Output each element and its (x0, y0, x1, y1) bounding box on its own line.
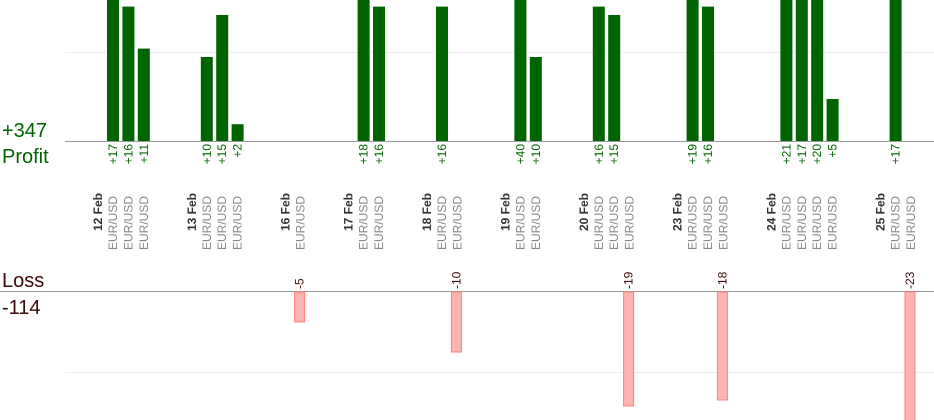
pair-label: EUR/USD (623, 196, 637, 250)
profit-bar (137, 48, 150, 141)
pair-label: EUR/USD (686, 196, 700, 250)
loss-bar (716, 291, 728, 401)
date-tick-label: 23 Feb (671, 193, 685, 231)
loss-value-label: -19 (622, 271, 636, 289)
profit-value-label: +18 (357, 144, 371, 165)
profit-total: +347 (2, 120, 47, 142)
pair-label: EUR/USD (810, 196, 824, 250)
loss-bar (450, 291, 462, 353)
pair-label: EUR/USD (372, 196, 386, 250)
loss-value-label: -5 (293, 278, 307, 289)
pair-label: EUR/USD (435, 196, 449, 250)
profit-bar (889, 0, 902, 141)
profit-value-label: +10 (200, 144, 214, 165)
date-tick-label: 17 Feb (342, 193, 356, 231)
profit-bar (200, 57, 213, 141)
profit-value-label: +16 (592, 144, 606, 165)
pair-label: EUR/USD (200, 196, 214, 250)
profit-bar (231, 124, 244, 141)
loss-bar (904, 291, 916, 420)
profit-bar (702, 6, 714, 141)
pair-label: EUR/USD (231, 196, 245, 250)
profit-value-label: +10 (529, 144, 543, 165)
loss-bar (623, 291, 635, 407)
bars (107, 0, 916, 420)
pair-label: EUR/USD (450, 196, 464, 250)
pair-label: EUR/USD (716, 196, 730, 250)
profit-value-label: +20 (810, 144, 824, 165)
loss-bar (294, 291, 306, 323)
profit-bar (608, 15, 621, 141)
profit-bar (780, 0, 793, 141)
pair-label: EUR/USD (592, 196, 606, 250)
date-tick-label: 25 Feb (874, 193, 888, 231)
profit-bar (686, 0, 699, 141)
profit-bar (216, 15, 229, 141)
profit-bar (514, 0, 527, 141)
date-tick-label: 12 Feb (91, 193, 105, 231)
date-tick-label: 13 Feb (185, 193, 199, 231)
loss-value-label: -18 (715, 271, 729, 289)
profit-value-label: +16 (121, 144, 135, 165)
date-tick-label: 19 Feb (498, 193, 512, 231)
profit-value-label: +11 (137, 144, 151, 164)
profit-value-label: +16 (435, 144, 449, 165)
pair-label: EUR/USD (513, 196, 527, 250)
profit-value-label: +16 (701, 144, 715, 165)
profit-value-label: +5 (826, 144, 840, 158)
profit-value-label: +15 (215, 144, 229, 165)
pair-label: EUR/USD (357, 196, 371, 250)
profit-bar (529, 57, 542, 141)
date-tick-label: 24 Feb (764, 193, 778, 231)
date-tick-label: 20 Feb (577, 193, 591, 231)
loss-label: Loss (2, 270, 44, 292)
profit-bar (592, 6, 605, 141)
date-tick-label: 16 Feb (279, 193, 293, 231)
loss-value-label: -10 (449, 271, 463, 289)
profit-value-label: +17 (889, 144, 903, 165)
profit-value-label: +21 (779, 144, 793, 165)
profit-bar (795, 0, 808, 141)
pair-label: EUR/USD (795, 196, 809, 250)
pair-label: EUR/USD (826, 196, 840, 250)
profit-value-label: +19 (686, 144, 700, 165)
pair-label: EUR/USD (529, 196, 543, 250)
pair-label: EUR/USD (106, 196, 120, 250)
profit-value-label: +17 (795, 144, 809, 165)
pair-label: EUR/USD (701, 196, 715, 250)
pair-label: EUR/USD (121, 196, 135, 250)
profit-bar (826, 99, 839, 141)
profit-bar (811, 0, 824, 141)
profit-value-label: +17 (106, 144, 120, 165)
profit-bar (122, 6, 135, 141)
profit-value-label: +2 (231, 144, 245, 158)
profit-label: Profit (2, 146, 49, 168)
pair-label: EUR/USD (889, 196, 903, 250)
profit-value-label: +16 (372, 144, 386, 165)
profit-bar (357, 0, 370, 141)
pair-label: EUR/USD (607, 196, 621, 250)
pair-label: EUR/USD (137, 196, 151, 250)
profit-value-label: +15 (607, 144, 621, 165)
profit-bar (373, 6, 385, 141)
profit-bar (107, 0, 119, 141)
pair-label: EUR/USD (215, 196, 229, 250)
pair-label: EUR/USD (779, 196, 793, 250)
profit-value-label: +40 (513, 144, 527, 165)
date-tick-label: 18 Feb (420, 193, 434, 231)
profit-bar (436, 6, 448, 141)
loss-total: -114 (2, 297, 41, 319)
pair-label: EUR/USD (904, 196, 918, 250)
loss-value-label: -23 (903, 271, 917, 289)
pair-label: EUR/USD (294, 196, 308, 250)
